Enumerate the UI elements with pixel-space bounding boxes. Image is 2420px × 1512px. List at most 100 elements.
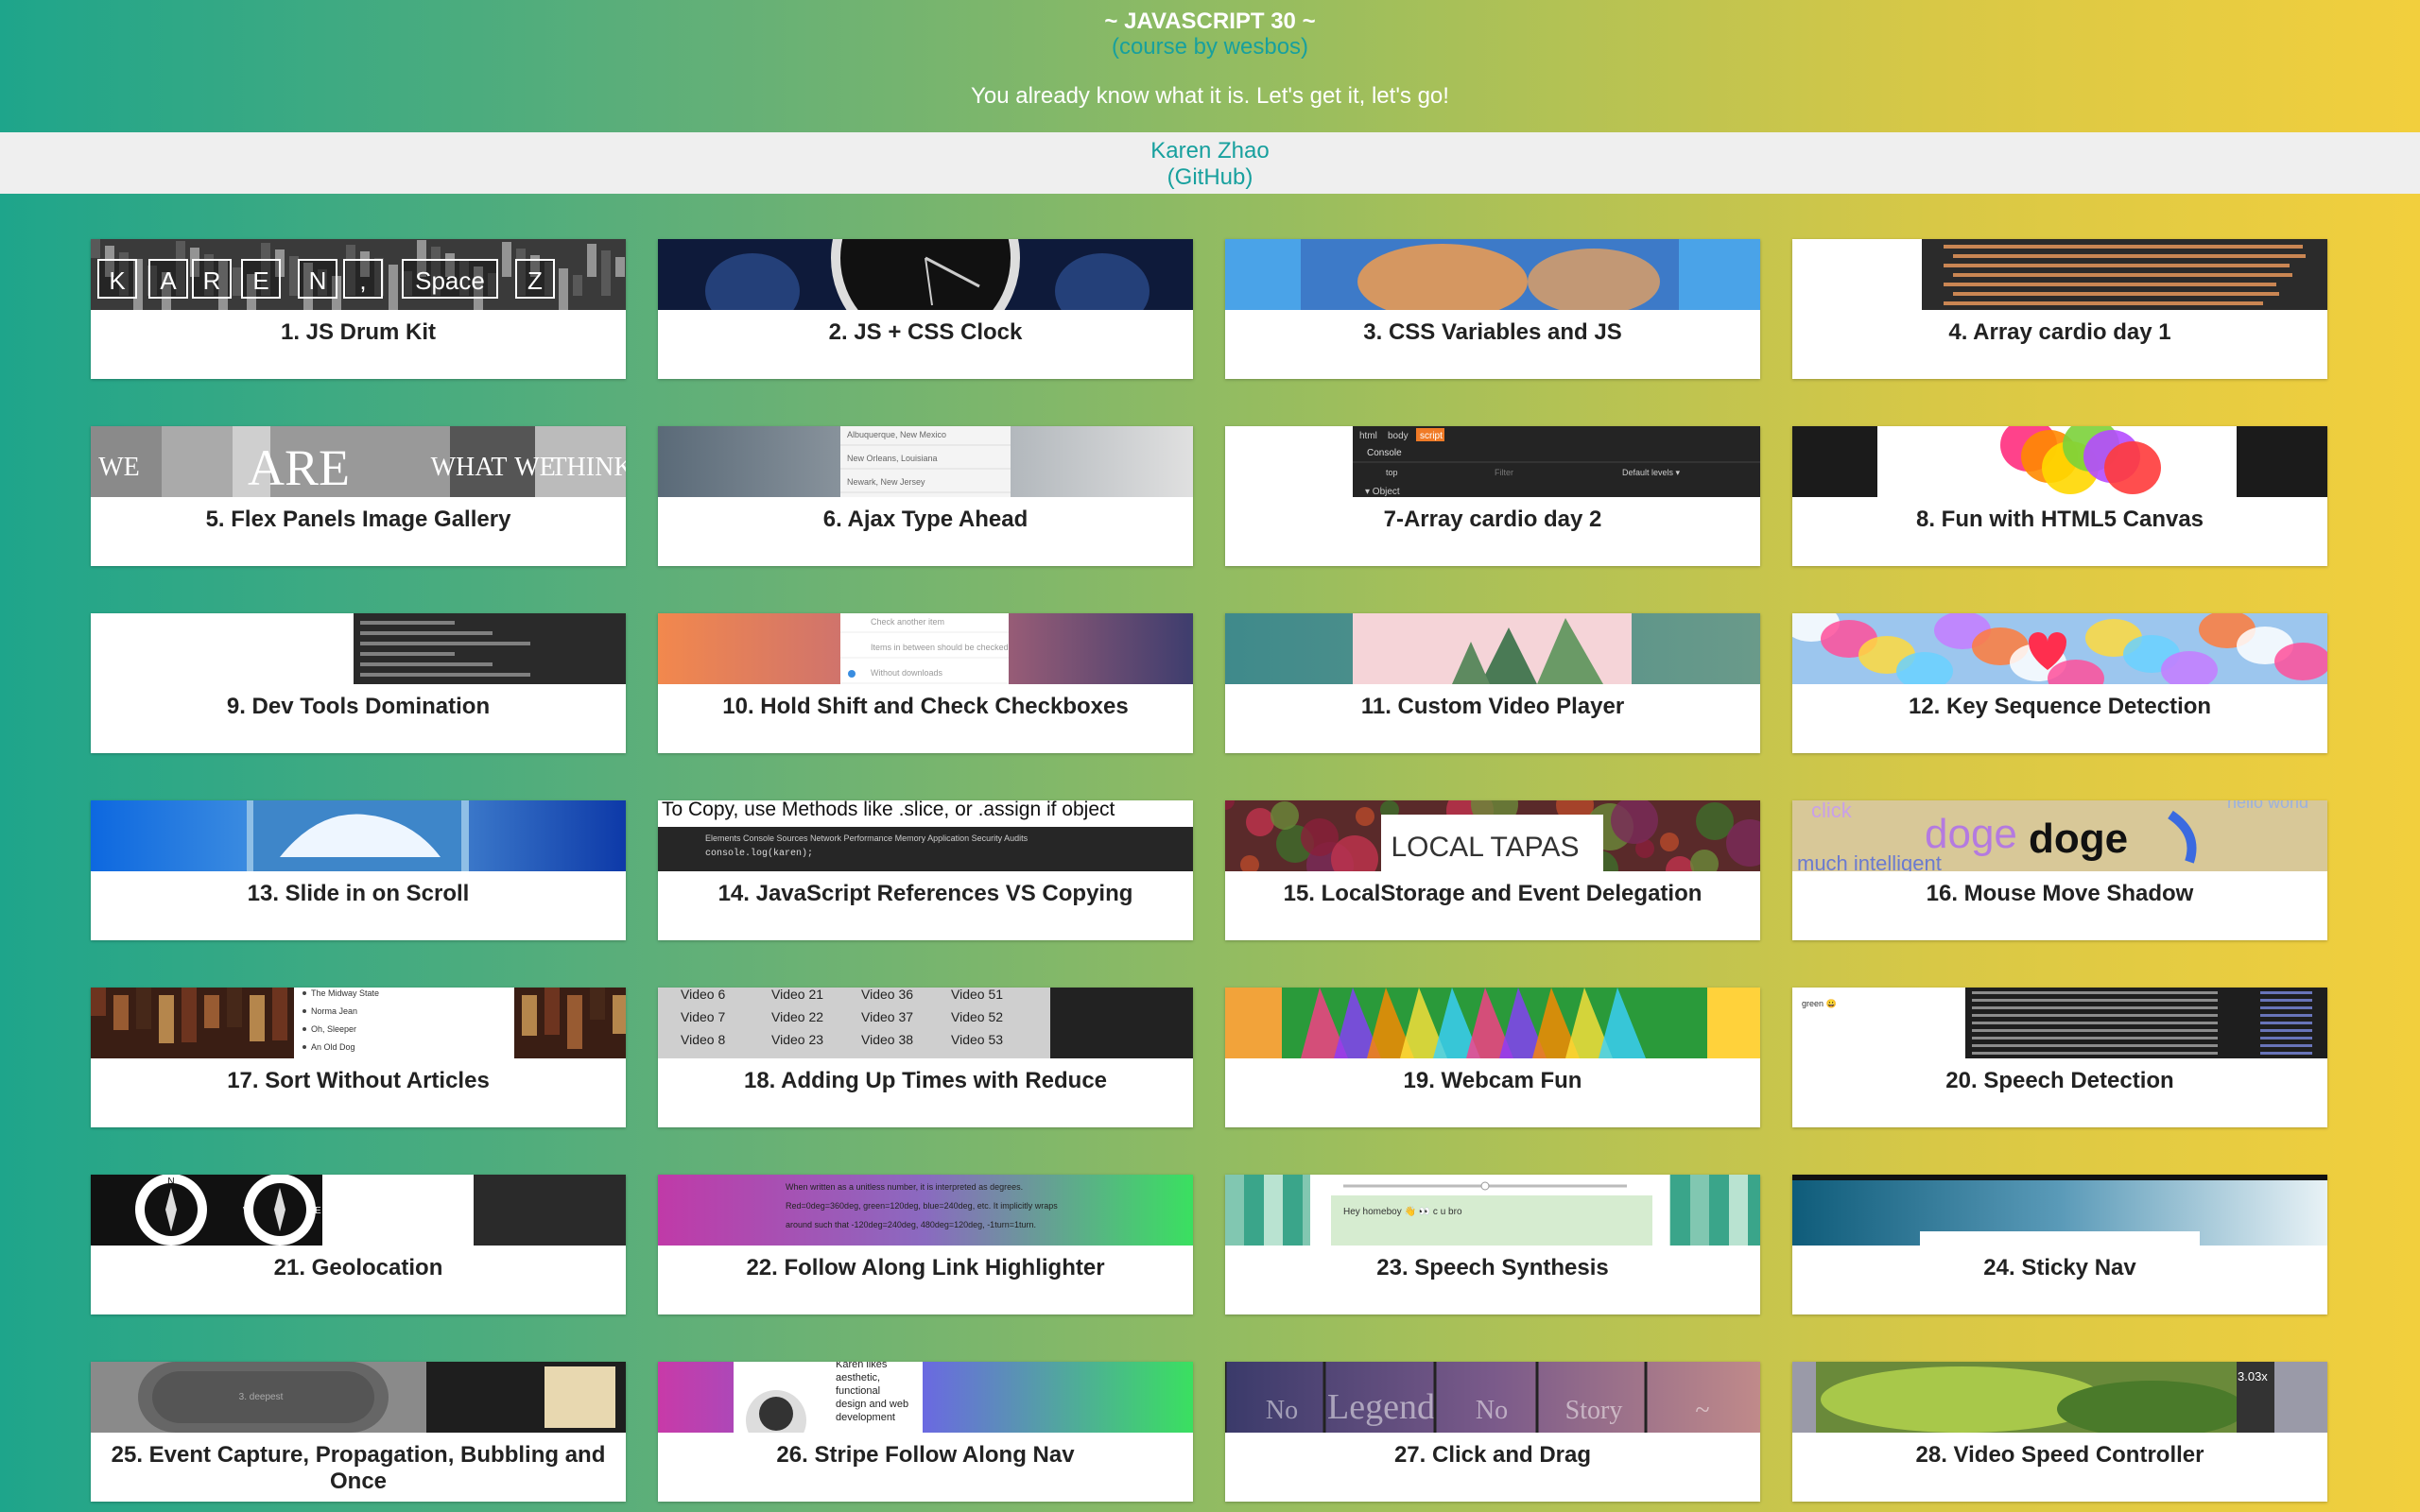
svg-text:Video 51: Video 51 — [951, 988, 1003, 1002]
svg-text:N: N — [167, 1177, 174, 1187]
svg-text:Story: Story — [1565, 1396, 1623, 1425]
project-card[interactable]: 3. CSS Variables and JS — [1225, 239, 1760, 379]
svg-text:doge: doge — [1925, 811, 2017, 857]
project-title-link[interactable]: 15. LocalStorage and Event Delegation — [1283, 881, 1703, 906]
project-card[interactable]: html body script Console top Filter Default le… — [1225, 426, 1760, 566]
course-link[interactable]: (course by wesbos) — [1111, 34, 1309, 60]
svg-text:script: script — [1420, 431, 1443, 441]
project-title-link[interactable]: 3. CSS Variables and JS — [1363, 319, 1622, 345]
svg-text:The Midway State: The Midway State — [311, 988, 379, 998]
project-card[interactable]: Karen likes aesthetic, functional design an… — [658, 1362, 1193, 1502]
project-thumbnail — [1792, 1175, 2327, 1246]
project-card[interactable]: Albuquerque, New Mexico New Orleans, Loui… — [658, 426, 1193, 566]
project-thumbnail: K A R E N, Space Z — [91, 239, 626, 310]
project-title-link[interactable]: 21. Geolocation — [273, 1255, 443, 1280]
project-title-link[interactable]: 20. Speech Detection — [1945, 1068, 2174, 1093]
project-card[interactable]: No Legend No Story ~27. Click and Drag — [1225, 1362, 1760, 1502]
svg-text:click: click — [1811, 800, 1853, 822]
project-title-link[interactable]: 11. Custom Video Player — [1360, 694, 1625, 719]
svg-text:Check another item: Check another item — [871, 617, 944, 627]
svg-text:Video 8: Video 8 — [681, 1032, 725, 1047]
project-title-link[interactable]: 13. Slide in on Scroll — [247, 881, 470, 906]
project-title-link[interactable]: 7-Array cardio day 2 — [1383, 507, 1602, 532]
project-card[interactable]: green 😀 20. Speech Detection — [1792, 988, 2327, 1127]
project-title-link[interactable]: 16. Mouse Move Shadow — [1926, 881, 2194, 906]
project-card[interactable]: WE ARE WHAT WE THINK 5. Flex Panels Image Gal… — [91, 426, 626, 566]
project-title-link[interactable]: 2. JS + CSS Clock — [828, 319, 1023, 345]
project-title-link[interactable]: 26. Stripe Follow Along Nav — [776, 1442, 1075, 1468]
project-title-link[interactable]: 6. Ajax Type Ahead — [822, 507, 1028, 532]
project-title-link[interactable]: 27. Click and Drag — [1393, 1442, 1592, 1468]
project-card[interactable]: Check another item Items in between shoul… — [658, 613, 1193, 753]
project-card[interactable]: Video 6 Video 21 Video 36 Video 51 Video 7 Vi… — [658, 988, 1193, 1127]
svg-text:Z: Z — [527, 266, 543, 295]
project-title-link[interactable]: 22. Follow Along Link Highlighter — [746, 1255, 1105, 1280]
project-title-link[interactable]: 18. Adding Up Times with Reduce — [743, 1068, 1108, 1093]
project-title-link[interactable]: 4. Array cardio day 1 — [1948, 319, 2171, 345]
svg-text:Oh, Sleeper: Oh, Sleeper — [311, 1024, 356, 1034]
project-title-link[interactable]: 25. Event Capture, Propagation, Bubbling… — [111, 1442, 606, 1494]
project-title-link[interactable]: 8. Fun with HTML5 Canvas — [1915, 507, 2204, 532]
project-title-link[interactable]: 10. Hold Shift and Check Checkboxes — [722, 694, 1129, 719]
svg-text:doge: doge — [2029, 816, 2128, 862]
project-card[interactable]: 13. Slide in on Scroll — [91, 800, 626, 940]
svg-text:Video 52: Video 52 — [951, 1009, 1003, 1024]
svg-text:body: body — [1388, 431, 1409, 441]
author-bar: Karen Zhao (GitHub) — [0, 132, 2420, 194]
project-card[interactable]: 3. deepest 25. Event Capture, Propagation… — [91, 1362, 626, 1502]
svg-text:design and web: design and web — [836, 1399, 908, 1410]
svg-text:Elements Console Sources: Elements Console Sources Network Perform… — [705, 833, 1028, 843]
svg-text:Space: Space — [415, 266, 485, 295]
tagline: You already know what it is. Let's get i… — [971, 83, 1449, 109]
svg-text:Newark, New Jersey: Newark, New Jersey — [847, 477, 925, 487]
project-thumbnail: Karen likes aesthetic, functional design an… — [658, 1362, 1193, 1433]
github-link[interactable]: (GitHub) — [1167, 164, 1253, 190]
author-name-link[interactable]: Karen Zhao — [1150, 138, 1270, 163]
svg-text:E: E — [252, 266, 268, 295]
project-title-link[interactable]: 9. Dev Tools Domination — [226, 694, 491, 719]
project-title-link[interactable]: 1. JS Drum Kit — [280, 319, 437, 345]
project-title-link[interactable]: 24. Sticky Nav — [1983, 1255, 2136, 1280]
project-card[interactable]: Hey homeboy 👋 👀 c u bro 23. Speech Synthe… — [1225, 1175, 1760, 1314]
project-card[interactable]: 19. Webcam Fun — [1225, 988, 1760, 1127]
svg-text:WE: WE — [514, 453, 556, 482]
project-thumbnail: Check another item Items in between shoul… — [658, 613, 1193, 684]
project-card[interactable]: 9. Dev Tools Domination — [91, 613, 626, 753]
project-title-link[interactable]: 14. JavaScript References VS Copying — [717, 881, 1133, 906]
project-card[interactable]: 3.03x 28. Video Speed Controller — [1792, 1362, 2327, 1502]
project-card[interactable]: K A R E N, Space Z 1. JS Drum Kit — [91, 239, 626, 379]
project-card[interactable]: When written as a unitless number, it is… — [658, 1175, 1193, 1314]
project-card[interactable]: The Midway State Norma Jean Oh, Sleeper An … — [91, 988, 626, 1127]
project-card[interactable]: 2. JS + CSS Clock — [658, 239, 1193, 379]
project-card[interactable]: 24. Sticky Nav — [1792, 1175, 2327, 1314]
svg-text:Legend: Legend — [1327, 1387, 1435, 1427]
project-title-link[interactable]: 12. Key Sequence Detection — [1908, 694, 2212, 719]
project-title-link[interactable]: 5. Flex Panels Image Gallery — [205, 507, 511, 532]
svg-text:Video 38: Video 38 — [861, 1032, 913, 1047]
project-card[interactable]: 8. Fun with HTML5 Canvas — [1792, 426, 2327, 566]
project-thumbnail: green 😀 — [1792, 988, 2327, 1058]
project-title-link[interactable]: 17. Sort Without Articles — [227, 1068, 490, 1093]
svg-text:▾ Object: ▾ Object — [1365, 487, 1400, 497]
project-thumbnail: The Midway State Norma Jean Oh, Sleeper An … — [91, 988, 626, 1058]
project-card[interactable]: LOCAL TAPAS 15. LocalStorage and Event De… — [1225, 800, 1760, 940]
svg-text:Default levels ▾: Default levels ▾ — [1622, 468, 1681, 477]
project-card[interactable]: 12. Key Sequence Detection — [1792, 613, 2327, 753]
project-card[interactable]: 11. Custom Video Player — [1225, 613, 1760, 753]
project-thumbnail — [91, 800, 626, 871]
project-title-link[interactable]: 23. Speech Synthesis — [1376, 1255, 1609, 1280]
project-card[interactable]: N W E S 21. Geolocation — [91, 1175, 626, 1314]
svg-text:aesthetic,: aesthetic, — [836, 1372, 880, 1383]
svg-text:E: E — [315, 1206, 321, 1216]
svg-text:Video 36: Video 36 — [861, 988, 913, 1002]
svg-text:No: No — [1476, 1396, 1508, 1425]
svg-text:LOCAL TAPAS: LOCAL TAPAS — [1392, 832, 1580, 863]
svg-text:WE: WE — [98, 453, 140, 482]
project-card[interactable]: click doge doge much intelligent hello world… — [1792, 800, 2327, 940]
project-title-link[interactable]: 28. Video Speed Controller — [1915, 1442, 2204, 1468]
project-card[interactable]: To Copy, use Methods like .slice, or .as… — [658, 800, 1193, 940]
project-thumbnail — [658, 239, 1193, 310]
project-card[interactable]: 4. Array cardio day 1 — [1792, 239, 2327, 379]
project-title-link[interactable]: 19. Webcam Fun — [1403, 1068, 1582, 1093]
